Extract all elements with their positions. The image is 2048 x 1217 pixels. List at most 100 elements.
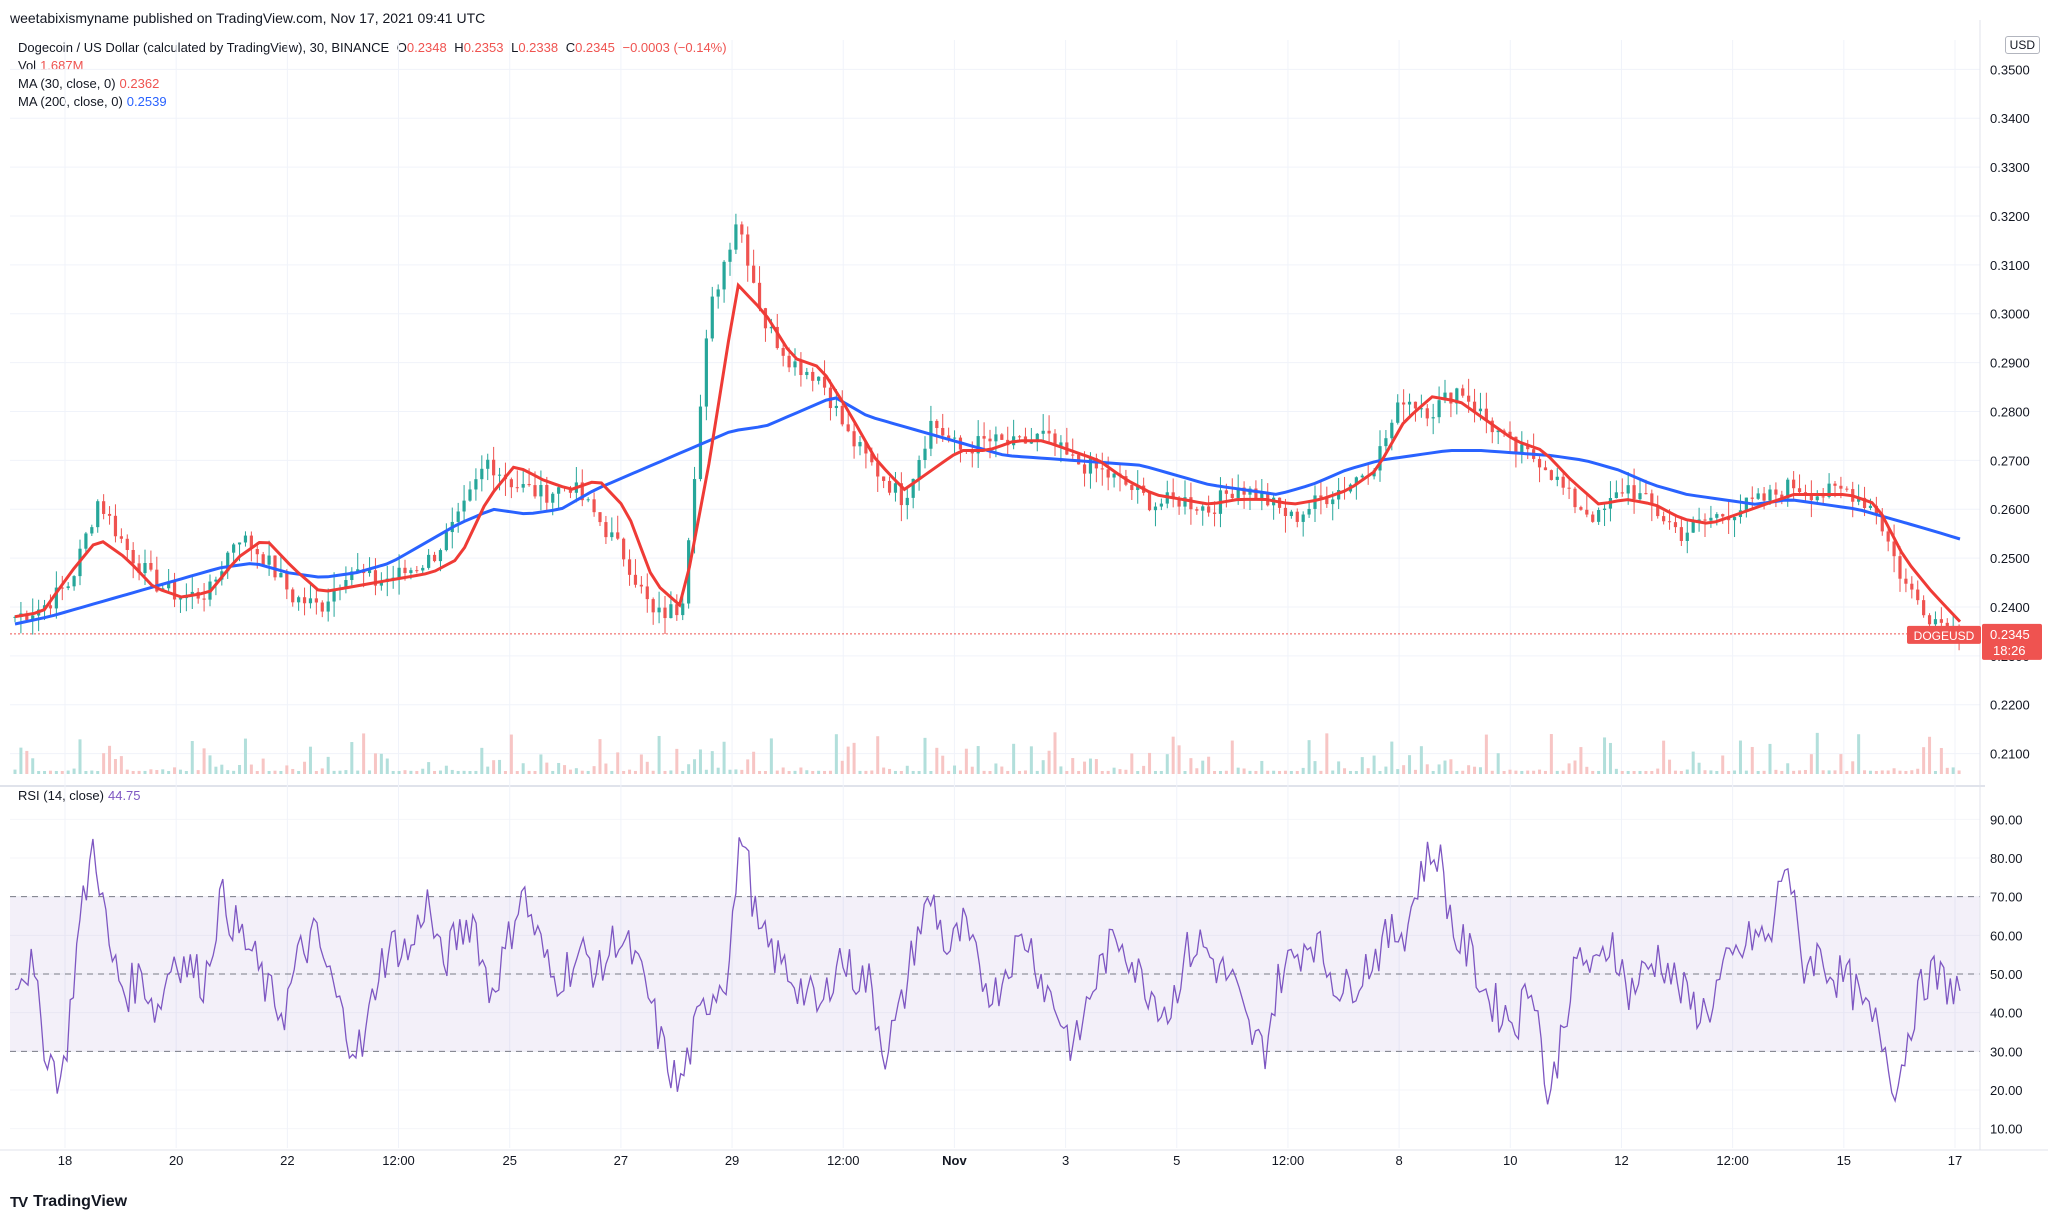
candle-body: [627, 559, 632, 575]
symbol-tag-bg: [1907, 625, 1981, 644]
candle-body: [1597, 510, 1601, 522]
volume-bar: [1644, 770, 1648, 774]
candle-body: [616, 532, 620, 539]
volume-bar: [409, 770, 413, 774]
volume-bar: [1047, 750, 1051, 774]
volume-bar: [1348, 770, 1352, 774]
price-tick-label: 0.2100: [1990, 747, 2030, 762]
candle-body: [675, 604, 679, 616]
volume-bar: [574, 768, 578, 774]
volume-bar: [852, 742, 856, 774]
volume-bar: [1508, 769, 1512, 774]
volume-bar: [1886, 770, 1890, 774]
volume-bar: [1077, 770, 1081, 774]
volume-bar: [840, 760, 844, 774]
candle-body: [350, 571, 354, 581]
candle-body: [113, 515, 118, 537]
candle-body: [1933, 619, 1938, 625]
candle-body: [119, 536, 123, 539]
candle-body: [1526, 444, 1530, 450]
time-tick-label: 17: [1948, 1153, 1962, 1168]
volume-bar: [964, 748, 968, 774]
time-tick-label: 15: [1837, 1153, 1851, 1168]
candle-body: [149, 562, 153, 570]
volume-bar: [37, 771, 41, 774]
volume-bar: [669, 770, 673, 774]
volume-bar: [208, 755, 212, 774]
volume-bar: [486, 766, 490, 774]
candle-body: [592, 499, 596, 513]
volume-bar: [1094, 759, 1098, 774]
volume-bar: [190, 741, 194, 774]
price-tick-label: 0.3000: [1990, 307, 2030, 322]
rsi-axis[interactable]: 90.00 80.00 70.00 60.00 50.00 40.00 30.00 20.00…: [1990, 812, 2023, 1136]
volume-bar: [1419, 746, 1423, 774]
volume-bar: [1597, 770, 1601, 774]
candle-body: [1543, 467, 1548, 471]
ma200-legend: MA (200, close, 0) 0.2539: [18, 94, 167, 109]
volume-bar: [19, 747, 23, 774]
volume-bar: [758, 770, 762, 774]
volume-bar: [1130, 753, 1134, 774]
candle-body: [1721, 514, 1725, 517]
currency-button[interactable]: USD: [2004, 36, 2040, 54]
candle-body: [728, 249, 732, 262]
volume-bar: [1939, 748, 1943, 774]
volume-bar: [1437, 764, 1441, 774]
time-axis[interactable]: 18 20 22 12:00 25 27 29 12:00 Nov 3 5 12:00 8 10 12 12:…: [58, 1153, 1962, 1168]
candle-body: [462, 500, 466, 512]
price-axis[interactable]: 0.3500 0.3400 0.3300 0.3200 0.3100 0.3000 0.29…: [1979, 20, 2030, 1150]
volume-bar: [1124, 769, 1128, 774]
candle-body: [1732, 517, 1737, 521]
volume-bar: [1933, 770, 1937, 774]
candle-body: [887, 480, 892, 493]
candle-body: [893, 483, 898, 493]
candle-body: [521, 484, 525, 488]
candle-body: [1183, 497, 1187, 507]
volume-bar: [1863, 770, 1867, 774]
volume-bar: [1360, 757, 1364, 774]
brand[interactable]: TV TradingView: [10, 1193, 127, 1211]
candle-body: [1224, 490, 1228, 494]
candle-body: [757, 282, 762, 309]
candle-body: [988, 438, 992, 442]
volume-bar: [1213, 770, 1217, 774]
candle-body: [302, 597, 307, 604]
candle-body: [1000, 434, 1004, 440]
volume-bar: [267, 771, 271, 774]
volume-bar: [1868, 770, 1872, 774]
candle-body: [539, 484, 543, 497]
volume-bar: [1142, 765, 1146, 774]
candle-body: [492, 459, 496, 476]
volume-bar: [1738, 740, 1742, 774]
ma30-label: MA (30, close, 0): [18, 76, 116, 91]
candle-body: [226, 552, 230, 572]
volume-bar: [1721, 755, 1725, 774]
candle-body: [25, 613, 29, 621]
candle-body: [1443, 392, 1447, 401]
candle-body: [1904, 578, 1908, 584]
candle-body: [1461, 388, 1465, 396]
volume-bar: [1242, 768, 1246, 774]
volume-bar: [427, 762, 431, 774]
volume-bar: [698, 749, 702, 774]
price-tag-bg: [1982, 623, 2042, 660]
rsi-tick-label: 10.00: [1990, 1122, 2023, 1137]
candle-body: [1301, 514, 1305, 522]
volume-bar: [13, 769, 17, 774]
candle-body: [1561, 476, 1565, 488]
volume-bar: [958, 770, 962, 774]
volume-bar: [1803, 769, 1807, 774]
candle-body: [438, 550, 443, 562]
volume-bar: [308, 746, 312, 774]
volume-bar: [935, 747, 939, 774]
volume-bar: [1839, 754, 1843, 774]
price-tag-value: 0.2345: [1990, 627, 2030, 642]
rsi-band: [10, 896, 1980, 1052]
candle-body: [1910, 583, 1914, 590]
volume-bar: [167, 771, 171, 774]
candle-body: [1780, 494, 1784, 499]
volume-bar: [1283, 770, 1287, 774]
candle-body: [1762, 493, 1766, 501]
